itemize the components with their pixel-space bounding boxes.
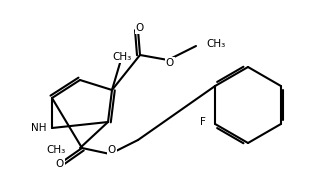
Text: O: O [56, 159, 64, 169]
Text: NH: NH [32, 123, 47, 133]
Text: CH₃: CH₃ [47, 145, 66, 155]
Text: O: O [108, 145, 116, 155]
Text: O: O [166, 58, 174, 68]
Text: CH₃: CH₃ [112, 52, 132, 62]
Text: CH₃: CH₃ [206, 39, 225, 49]
Text: F: F [200, 117, 206, 127]
Text: O: O [136, 23, 144, 33]
